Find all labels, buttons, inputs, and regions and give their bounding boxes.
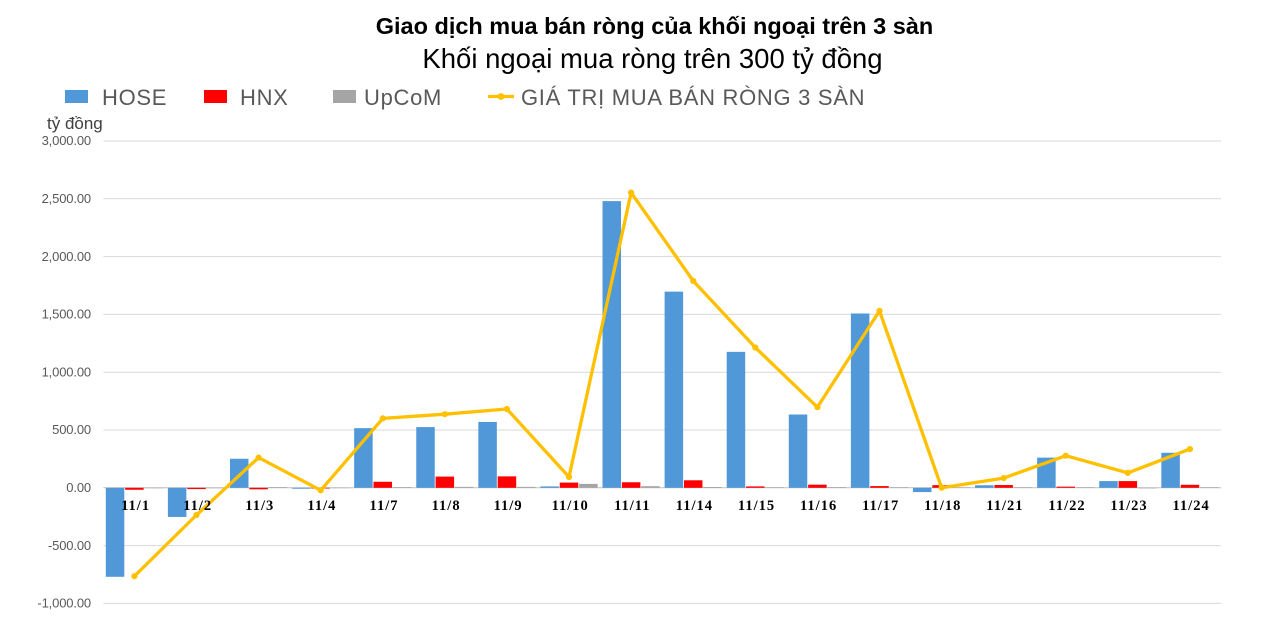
svg-text:11/2: 11/2 <box>183 498 212 514</box>
svg-text:11/21: 11/21 <box>986 498 1023 514</box>
svg-text:500.00: 500.00 <box>52 422 91 437</box>
svg-text:11/23: 11/23 <box>1110 498 1147 514</box>
svg-text:1,500.00: 1,500.00 <box>42 307 91 322</box>
svg-text:11/24: 11/24 <box>1172 498 1209 514</box>
svg-text:11/4: 11/4 <box>307 498 336 514</box>
svg-text:11/9: 11/9 <box>494 498 523 514</box>
svg-text:11/14: 11/14 <box>676 498 713 514</box>
svg-text:2,000.00: 2,000.00 <box>42 249 91 264</box>
svg-text:11/11: 11/11 <box>614 498 650 514</box>
svg-text:-1,000.00: -1,000.00 <box>37 596 91 611</box>
svg-text:11/7: 11/7 <box>370 498 399 514</box>
svg-text:11/18: 11/18 <box>924 498 961 514</box>
svg-text:3,000.00: 3,000.00 <box>42 133 91 148</box>
svg-text:11/10: 11/10 <box>552 498 589 514</box>
svg-text:2,500.00: 2,500.00 <box>42 191 91 206</box>
svg-text:11/15: 11/15 <box>738 498 775 514</box>
svg-text:11/1: 11/1 <box>121 498 150 514</box>
svg-text:0.00: 0.00 <box>66 480 91 495</box>
svg-text:1,000.00: 1,000.00 <box>42 364 91 379</box>
svg-text:11/16: 11/16 <box>800 498 837 514</box>
svg-text:11/22: 11/22 <box>1048 498 1085 514</box>
svg-text:-500.00: -500.00 <box>48 538 91 553</box>
svg-text:11/3: 11/3 <box>245 498 274 514</box>
svg-text:11/8: 11/8 <box>432 498 461 514</box>
svg-text:11/17: 11/17 <box>862 498 899 514</box>
